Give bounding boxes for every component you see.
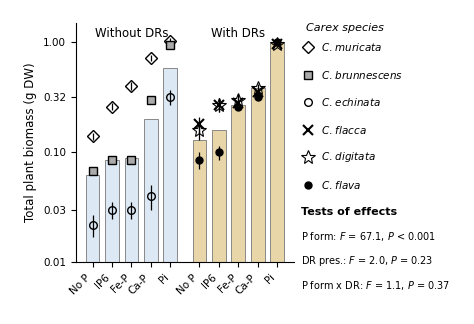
Text: $\it{C}$. $\it{brunnescens}$: $\it{C}$. $\it{brunnescens}$	[321, 68, 403, 81]
Text: P form: $F$ = 67.1, $P$ < 0.001: P form: $F$ = 67.1, $P$ < 0.001	[301, 230, 436, 243]
Bar	[105, 160, 119, 324]
Text: $\it{C}$. $\it{muricata}$: $\it{C}$. $\it{muricata}$	[321, 41, 383, 53]
Text: $\it{C}$. $\it{echinata}$: $\it{C}$. $\it{echinata}$	[321, 96, 381, 108]
Text: With DRs: With DRs	[211, 27, 265, 40]
Bar	[231, 105, 245, 324]
Text: P form x DR: $F$ = 1.1, $P$ = 0.37: P form x DR: $F$ = 1.1, $P$ = 0.37	[301, 279, 450, 292]
Bar	[212, 130, 226, 324]
Text: DR pres.: $F$ = 2.0, $P$ = 0.23: DR pres.: $F$ = 2.0, $P$ = 0.23	[301, 254, 433, 268]
Y-axis label: Total plant biomass (g DW): Total plant biomass (g DW)	[25, 63, 37, 222]
Text: Without DRs: Without DRs	[95, 27, 168, 40]
Bar	[144, 119, 158, 324]
Text: Carex species: Carex species	[306, 23, 383, 33]
Bar	[192, 140, 206, 324]
Text: Tests of effects: Tests of effects	[301, 207, 397, 217]
Text: $\it{C}$. $\it{flacca}$: $\it{C}$. $\it{flacca}$	[321, 123, 367, 136]
Bar	[270, 42, 284, 324]
Bar	[251, 88, 264, 324]
Text: $\it{C}$. $\it{flava}$: $\it{C}$. $\it{flava}$	[321, 179, 362, 191]
Bar	[125, 158, 138, 324]
Bar	[164, 68, 177, 324]
Bar	[86, 175, 100, 324]
Text: $\it{C}$. $\it{digitata}$: $\it{C}$. $\it{digitata}$	[321, 150, 376, 164]
